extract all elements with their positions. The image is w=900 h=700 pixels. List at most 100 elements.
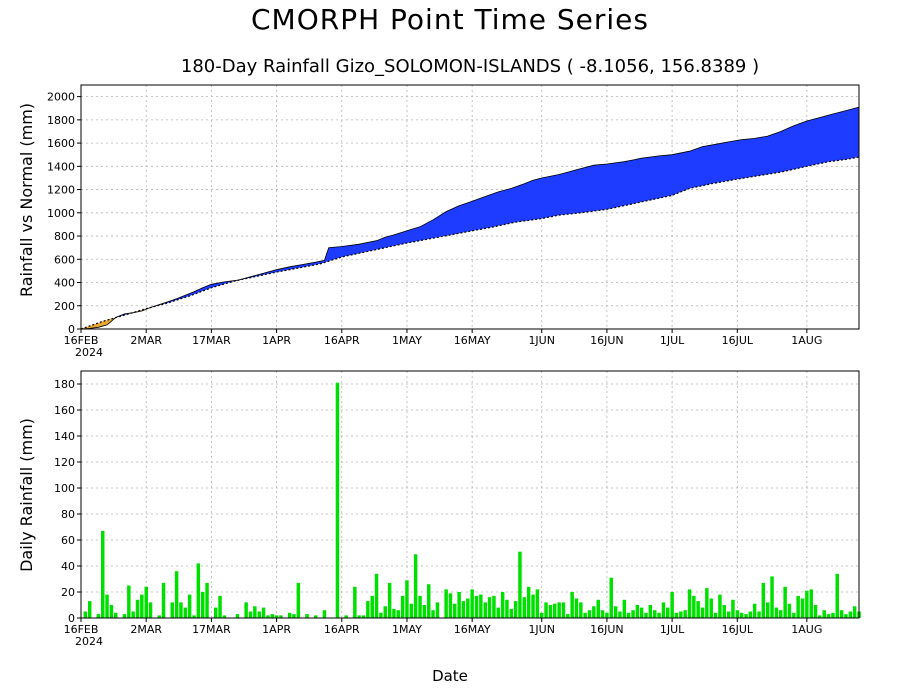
top-y-tick-label: 1400 [47, 160, 75, 173]
daily-rainfall-bar [461, 601, 466, 618]
bottom-x-tick-label: 1JUL [660, 623, 685, 636]
daily-rainfall-bar [735, 610, 740, 618]
surplus-area [81, 107, 859, 329]
daily-rainfall-bar [222, 615, 227, 618]
daily-rainfall-bar [653, 610, 657, 618]
daily-rainfall-bar [96, 614, 101, 618]
daily-rainfall-bars [83, 382, 861, 618]
daily-rainfall-bar [761, 582, 766, 618]
daily-rainfall-bar [261, 607, 266, 618]
daily-rainfall-bar [666, 607, 670, 618]
bottom-y-axis-label: Daily Rainfall (mm) [17, 418, 36, 572]
daily-rainfall-bar [444, 589, 448, 618]
top-x-tick-label: 1MAY [392, 334, 422, 347]
daily-rainfall-bar [583, 612, 587, 618]
daily-rainfall-bar [687, 589, 692, 618]
daily-rainfall-bar [783, 586, 787, 618]
top-x-tick-year: 2024 [75, 346, 103, 359]
daily-rainfall-bar [592, 606, 596, 618]
bottom-x-tick-label: 1MAY [392, 623, 422, 636]
daily-rainfall-bar [635, 605, 640, 618]
daily-rainfall-bar [157, 615, 161, 618]
top-plot-frame [80, 84, 860, 330]
daily-rainfall-bar [574, 598, 579, 618]
daily-rainfall-bar [518, 551, 522, 618]
daily-rainfall-bar [752, 603, 757, 618]
bottom-x-tick-label: 16JUL [722, 623, 754, 636]
top-y-tick-label: 800 [54, 230, 75, 243]
daily-rainfall-bar [370, 595, 374, 618]
bottom-y-tick-label: 160 [54, 404, 75, 417]
daily-rainfall-bar [296, 582, 301, 618]
daily-rainfall-bar [409, 603, 414, 618]
daily-rainfall-bar [179, 602, 183, 618]
daily-rainfall-bar [366, 601, 370, 618]
top-x-tick-label: 16JUL [722, 334, 754, 347]
bottom-y-tick-label: 40 [61, 560, 75, 573]
daily-rainfall-bar [622, 599, 627, 618]
daily-rainfall-bar [174, 571, 179, 618]
daily-rainfall-bar [800, 598, 805, 618]
daily-rainfall-bar [805, 590, 809, 618]
top-x-tick-label: 16FEB [64, 334, 99, 347]
daily-rainfall-bar [522, 597, 527, 618]
daily-rainfall-bar [770, 576, 774, 618]
daily-rainfall-bar [835, 573, 839, 618]
top-y-tick-label: 2000 [47, 91, 75, 104]
daily-rainfall-bar [713, 612, 718, 618]
bottom-x-tick-label: 16MAY [454, 623, 491, 636]
daily-rainfall-bar [709, 598, 713, 618]
daily-rainfall-bar [739, 612, 744, 618]
daily-rainfall-bar [683, 610, 687, 618]
daily-rainfall-bar [418, 595, 422, 618]
daily-rainfall-bar [826, 614, 831, 618]
daily-rainfall-bar [679, 611, 683, 618]
daily-rainfall-bar [253, 606, 257, 618]
top-x-tick-label: 1APR [262, 334, 291, 347]
bottom-x-tick-label: 16JUN [590, 623, 624, 636]
daily-rainfall-bar [357, 615, 361, 618]
bottom-grid [80, 371, 859, 619]
daily-rainfall-bar [492, 595, 496, 618]
daily-rainfall-bar [566, 614, 570, 618]
daily-rainfall-bar [631, 610, 635, 618]
daily-rainfall-bar [596, 599, 600, 618]
daily-rainfall-bar [457, 592, 461, 618]
actual-cumulative-line [80, 106, 860, 330]
daily-rainfall-bar [140, 594, 144, 618]
daily-rainfall-bar [270, 614, 274, 618]
daily-rainfall-bar [88, 601, 92, 618]
daily-rainfall-bar [779, 610, 783, 618]
daily-rainfall-bar [731, 599, 735, 618]
bottom-x-tick-label: 1JUN [528, 623, 555, 636]
daily-rainfall-bar [422, 605, 427, 618]
daily-rainfall-bar [148, 602, 153, 618]
daily-rainfall-bar [787, 603, 792, 618]
daily-rainfall-bar [644, 612, 648, 618]
daily-rainfall-bar [383, 606, 387, 618]
daily-rainfall-bar [540, 612, 544, 618]
top-x-tick-label: 2MAR [130, 334, 162, 347]
daily-rainfall-bar [109, 605, 114, 618]
daily-rainfall-bar [274, 615, 279, 618]
top-x-tick-label: 17MAR [192, 334, 231, 347]
chart-subtitle: 180-Day Rainfall Gizo_SOLOMON-ISLANDS ( … [181, 56, 759, 77]
bottom-y-tick-label: 80 [61, 508, 75, 521]
daily-rainfall-bar [479, 594, 483, 618]
daily-rainfall-bar [648, 605, 653, 618]
daily-rainfall-bar [466, 598, 470, 618]
daily-rainfall-bar [205, 582, 209, 618]
daily-rainfall-bar [531, 594, 535, 618]
cumulative-rainfall-panel: 0 200 400 600 800 1000 1200 1400 1600 1800 2000 16… [17, 84, 860, 359]
daily-rainfall-bar [848, 611, 853, 618]
top-x-tick-label: 16JUN [590, 334, 624, 347]
top-y-tick-label: 400 [54, 277, 75, 290]
daily-rainfall-bar [613, 606, 618, 618]
daily-rainfall-bar [705, 588, 709, 618]
top-y-axis-ticks: 0 200 400 600 800 1000 1200 1400 1600 1800 2000 [47, 91, 81, 336]
daily-rainfall-bar [427, 584, 431, 618]
daily-rainfall-bar [279, 615, 283, 618]
daily-rainfall-bar [361, 615, 366, 618]
